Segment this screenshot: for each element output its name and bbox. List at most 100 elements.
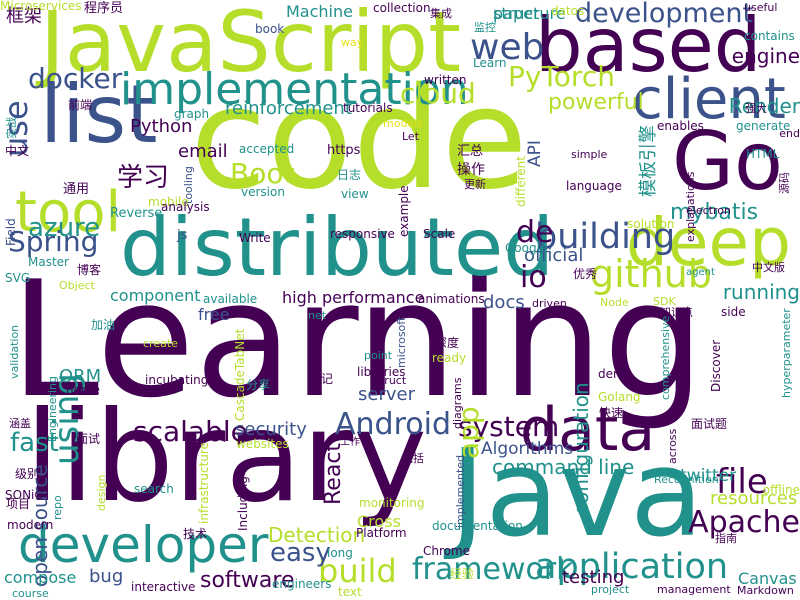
- cloud-word: libraries: [357, 365, 406, 379]
- cloud-word: Platform: [356, 526, 407, 540]
- cloud-word: 经验: [450, 567, 475, 581]
- cloud-word: responsive: [330, 227, 395, 241]
- cloud-word: 涵盖: [9, 417, 31, 430]
- cloud-word: demo: [598, 367, 633, 381]
- cloud-word: available: [203, 292, 258, 306]
- cloud-word: Google: [505, 241, 548, 255]
- cloud-word: 面试题: [691, 417, 728, 431]
- cloud-word: 模板引擎: [638, 125, 659, 197]
- cloud-word: development: [575, 0, 754, 29]
- cloud-word: different: [514, 156, 528, 207]
- cloud-word: 优秀: [573, 267, 598, 281]
- cloud-word: 分享: [246, 378, 271, 392]
- cloud-word: 中文版: [752, 261, 785, 274]
- cloud-word: tool: [15, 180, 122, 245]
- cloud-word: CascadeTabNet: [233, 328, 247, 421]
- cloud-word: 面试: [76, 432, 101, 446]
- cloud-word: 加油: [91, 318, 116, 332]
- cloud-word: simple: [571, 148, 608, 161]
- cloud-word: reinforcement: [225, 98, 352, 119]
- cloud-word: docker: [28, 62, 123, 95]
- cloud-word: end: [779, 127, 800, 140]
- cloud-word: 程序员: [84, 1, 124, 16]
- cloud-word: 集成: [430, 7, 452, 20]
- cloud-word: configuration: [569, 382, 593, 515]
- cloud-word: version: [241, 185, 285, 199]
- cloud-word: example: [397, 185, 411, 237]
- cloud-word: high performance: [282, 288, 425, 307]
- cloud-word: implementation: [120, 64, 469, 115]
- cloud-word: framework: [412, 552, 574, 587]
- cloud-word: search: [134, 482, 174, 496]
- cloud-word: email: [178, 141, 228, 162]
- cloud-word: 框架: [6, 6, 42, 27]
- cloud-word: 技术: [183, 527, 208, 541]
- cloud-word: Master: [28, 255, 69, 269]
- cloud-word: Java: [450, 425, 704, 564]
- cloud-word: free: [198, 305, 230, 324]
- cloud-word: library: [25, 385, 428, 530]
- cloud-word: 通用: [63, 182, 90, 197]
- cloud-word: mobile: [148, 195, 189, 209]
- cloud-word: resources: [710, 488, 798, 509]
- cloud-word: 监控: [474, 21, 496, 34]
- cloud-word: contains: [744, 29, 795, 43]
- cloud-word: 学习: [117, 163, 170, 193]
- cloud-word: written: [424, 73, 467, 87]
- cloud-word: repo: [51, 495, 64, 520]
- cloud-word: Microservices: [0, 0, 82, 13]
- cloud-word: running: [722, 280, 800, 304]
- cloud-word: Algorithms: [481, 439, 574, 459]
- cloud-word: 博客: [77, 263, 102, 277]
- cloud-word: across: [666, 428, 679, 464]
- cloud-word: long: [327, 546, 353, 560]
- cloud-word: 包括: [402, 452, 424, 465]
- cloud-word: Reverse: [110, 206, 163, 221]
- cloud-word: js: [177, 228, 188, 243]
- cloud-word: Recognition: [654, 473, 719, 486]
- cloud-word: Render: [728, 94, 800, 118]
- cloud-word: Node: [600, 296, 629, 309]
- cloud-word: language: [566, 179, 622, 193]
- cloud-word: scalable: [133, 415, 248, 448]
- cloud-word: management: [657, 583, 731, 596]
- cloud-word: Field: [4, 218, 18, 246]
- cloud-word: Struct: [373, 374, 407, 387]
- cloud-word: 源码: [778, 172, 791, 194]
- cloud-word: cloud: [400, 77, 476, 110]
- cloud-word: 前端: [68, 98, 93, 112]
- cloud-word: validation: [8, 324, 21, 379]
- cloud-word: developer: [18, 516, 269, 574]
- cloud-word: paper: [493, 4, 540, 23]
- cloud-word: security: [235, 419, 307, 440]
- cloud-word: SDK: [653, 295, 676, 308]
- cloud-word: view: [341, 187, 369, 201]
- cloud-word: datos: [551, 4, 585, 18]
- cloud-word: text: [338, 585, 362, 599]
- cloud-word: Spring: [8, 225, 99, 258]
- cloud-word: Cross: [357, 512, 401, 531]
- cloud-word: implemented: [454, 454, 467, 528]
- cloud-word: Machine: [286, 2, 353, 21]
- cloud-word: side: [721, 305, 746, 319]
- cloud-word: engineers: [272, 577, 332, 591]
- cloud-word: React: [321, 442, 346, 505]
- cloud-word: PyTorch: [508, 60, 615, 93]
- cloud-word: 汇总: [457, 144, 484, 159]
- cloud-word: Object: [59, 279, 95, 292]
- cloud-word: models: [383, 117, 423, 130]
- cloud-word: https: [327, 143, 361, 158]
- cloud-word: book: [255, 22, 285, 36]
- cloud-word: Discover: [709, 339, 723, 392]
- cloud-word: software: [200, 568, 295, 593]
- cloud-word: system: [458, 410, 560, 443]
- cloud-word: create: [143, 337, 178, 350]
- cloud-word: 笔记: [309, 372, 334, 386]
- cloud-word: solution: [627, 217, 675, 231]
- cloud-word: project: [591, 583, 630, 596]
- cloud-word: JavaScript: [40, 0, 462, 91]
- cloud-word: Scale: [423, 227, 456, 241]
- cloud-word: course: [12, 587, 49, 600]
- cloud-word: compose: [4, 568, 77, 587]
- cloud-word: analysis: [161, 200, 210, 214]
